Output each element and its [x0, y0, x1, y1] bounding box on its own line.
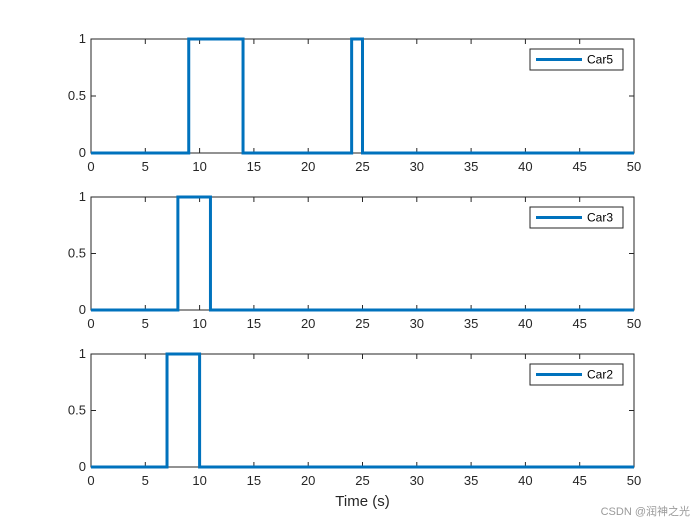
subplot-2: 0 5 10 15 20 25 30 35 40 45 50 0 0.5 1 Car3	[68, 189, 641, 331]
x-tick-label: 15	[247, 316, 261, 331]
x-tick-label: 5	[142, 159, 149, 174]
x-tick-label: 25	[355, 316, 369, 331]
y-tick-label: 1	[79, 31, 86, 46]
x-tick-label: 45	[572, 473, 586, 488]
y-tick-label: 0	[79, 302, 86, 317]
series-line-car3	[91, 195, 634, 312]
x-tick-label: 0	[87, 316, 94, 331]
x-tick-label: 35	[464, 159, 478, 174]
x-tick-label: 50	[627, 473, 641, 488]
x-tick-label: 5	[142, 316, 149, 331]
x-tick-label: 40	[518, 316, 532, 331]
watermark: CSDN @润神之光	[600, 506, 690, 518]
x-tick-label: 0	[87, 159, 94, 174]
x-tick-label: 35	[464, 316, 478, 331]
x-axis-label: Time (s)	[335, 493, 389, 510]
x-tick-label: 25	[355, 473, 369, 488]
y-tick-label: 0.5	[68, 246, 86, 261]
x-tick-label: 15	[247, 473, 261, 488]
x-tick-label: 20	[301, 473, 315, 488]
x-tick-label: 45	[572, 159, 586, 174]
y-tick-label: 1	[79, 346, 86, 361]
legend-label: Car2	[587, 368, 613, 382]
x-tick-label: 15	[247, 159, 261, 174]
x-tick-label: 20	[301, 316, 315, 331]
x-tick-label: 0	[87, 473, 94, 488]
x-tick-label: 40	[518, 473, 532, 488]
series-line-car5	[91, 37, 634, 155]
subplot-1: 0 5 10 15 20 25 30 35 40 45 50 0 0.5 1 Car5	[68, 31, 641, 174]
x-tick-label: 50	[627, 159, 641, 174]
y-tick-label: 0.5	[68, 88, 86, 103]
x-tick-label: 35	[464, 473, 478, 488]
subplot-3: 0 5 10 15 20 25 30 35 40 45 50 0 0.5 1 Car2 Time (s)	[68, 346, 641, 510]
legend-label: Car3	[587, 211, 613, 225]
x-tick-label: 30	[410, 316, 424, 331]
y-tick-label: 0	[79, 459, 86, 474]
y-tick-label: 0.5	[68, 403, 86, 418]
x-tick-label: 30	[410, 159, 424, 174]
x-tick-label: 5	[142, 473, 149, 488]
x-tick-label: 40	[518, 159, 532, 174]
x-tick-label: 10	[192, 473, 206, 488]
x-tick-label: 25	[355, 159, 369, 174]
x-tick-label: 10	[192, 159, 206, 174]
x-tick-label: 20	[301, 159, 315, 174]
x-tick-label: 30	[410, 473, 424, 488]
y-tick-label: 1	[79, 189, 86, 204]
x-tick-label: 50	[627, 316, 641, 331]
legend-label: Car5	[587, 53, 613, 67]
series-line-car2	[91, 352, 634, 469]
y-tick-label: 0	[79, 145, 86, 160]
x-tick-label: 10	[192, 316, 206, 331]
x-tick-label: 45	[572, 316, 586, 331]
